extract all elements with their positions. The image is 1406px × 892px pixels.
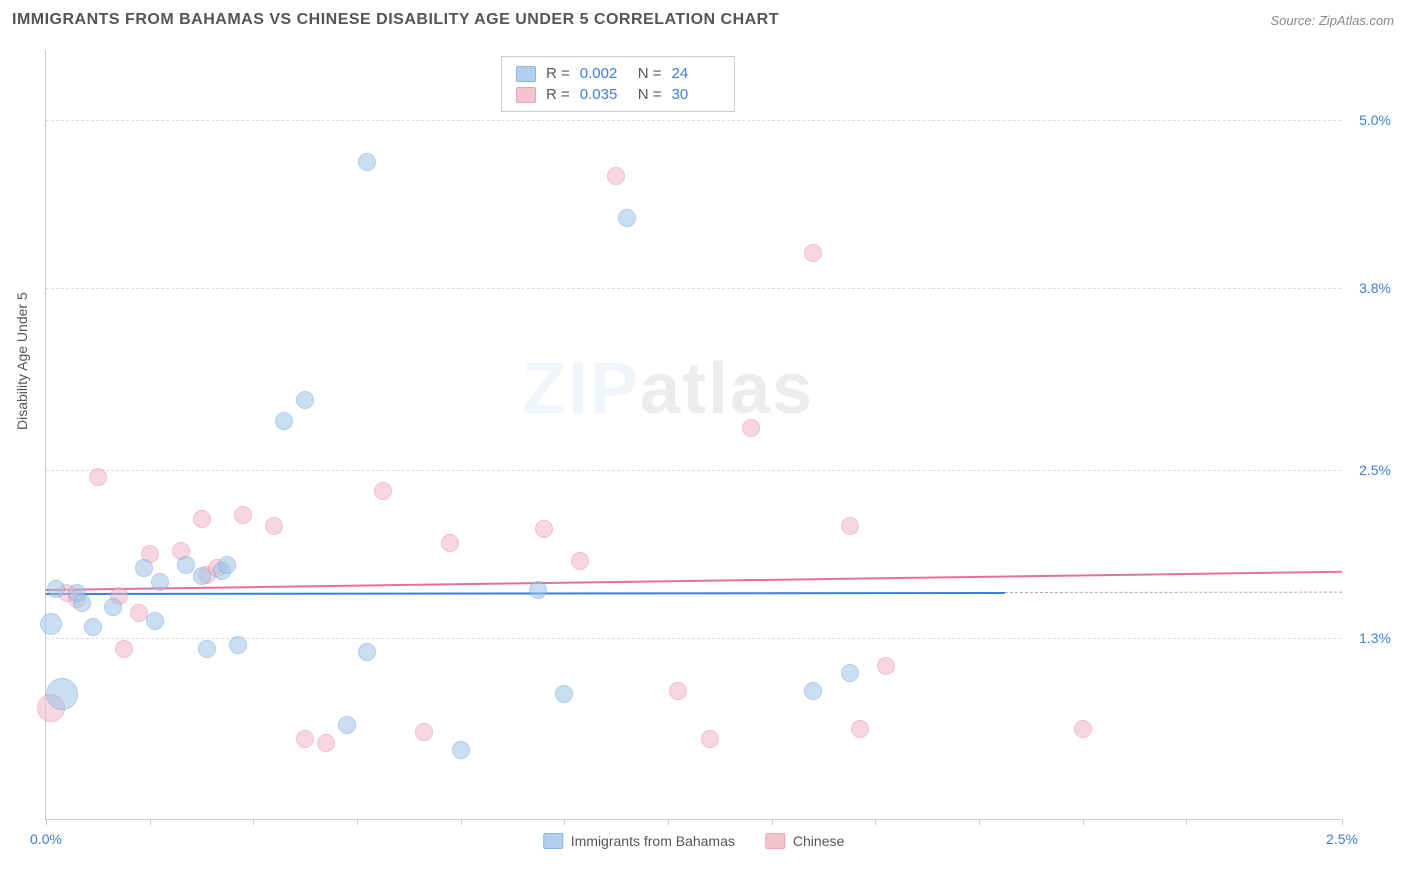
legend-stats-box: R = 0.002 N = 24 R = 0.035 N = 30	[501, 56, 735, 112]
data-point-bahamas	[40, 613, 62, 635]
r-value-chinese: 0.035	[580, 86, 628, 103]
gridline	[46, 120, 1341, 121]
x-tick-mark	[46, 819, 47, 825]
data-point-chinese	[669, 682, 687, 700]
gridline	[46, 470, 1341, 471]
watermark-text: ZIPatlas	[522, 348, 814, 430]
data-point-chinese	[234, 506, 252, 524]
data-point-chinese	[441, 534, 459, 552]
data-point-bahamas	[151, 573, 169, 591]
data-point-bahamas	[296, 391, 314, 409]
y-tick-label: 5.0%	[1347, 112, 1391, 128]
x-tick-mark	[668, 819, 669, 825]
x-tick-mark	[357, 819, 358, 825]
data-point-chinese	[742, 419, 760, 437]
data-point-chinese	[841, 517, 859, 535]
data-point-chinese	[607, 167, 625, 185]
data-point-chinese	[701, 730, 719, 748]
swatch-bahamas-icon	[543, 833, 563, 849]
data-point-chinese	[804, 244, 822, 262]
y-axis-label: Disability Age Under 5	[14, 292, 30, 430]
data-point-bahamas	[198, 640, 216, 658]
data-point-chinese	[571, 552, 589, 570]
data-point-bahamas	[452, 741, 470, 759]
data-point-bahamas	[218, 556, 236, 574]
x-tick-mark	[150, 819, 151, 825]
legend-item-bahamas: Immigrants from Bahamas	[543, 833, 735, 849]
data-point-bahamas	[804, 682, 822, 700]
data-point-chinese	[265, 517, 283, 535]
data-point-bahamas	[193, 567, 211, 585]
data-point-bahamas	[104, 598, 122, 616]
x-tick-mark	[772, 819, 773, 825]
data-point-bahamas	[358, 153, 376, 171]
data-point-bahamas	[47, 580, 65, 598]
x-tick-mark	[875, 819, 876, 825]
data-point-chinese	[851, 720, 869, 738]
data-point-chinese	[115, 640, 133, 658]
x-tick-mark	[253, 819, 254, 825]
x-tick-mark	[1083, 819, 1084, 825]
data-point-bahamas	[135, 559, 153, 577]
y-tick-label: 1.3%	[1347, 630, 1391, 646]
data-point-bahamas	[358, 643, 376, 661]
data-point-bahamas	[146, 612, 164, 630]
trend-line-dash	[1005, 592, 1342, 593]
data-point-bahamas	[555, 685, 573, 703]
data-point-chinese	[877, 657, 895, 675]
swatch-bahamas	[516, 66, 536, 82]
data-point-bahamas	[73, 594, 91, 612]
y-tick-label: 2.5%	[1347, 462, 1391, 478]
data-point-bahamas	[84, 618, 102, 636]
data-point-bahamas	[177, 556, 195, 574]
legend-bottom: Immigrants from Bahamas Chinese	[543, 833, 845, 849]
chart-title: IMMIGRANTS FROM BAHAMAS VS CHINESE DISAB…	[12, 11, 779, 29]
legend-row-bahamas: R = 0.002 N = 24	[516, 63, 720, 84]
data-point-chinese	[296, 730, 314, 748]
data-point-chinese	[1074, 720, 1092, 738]
data-point-chinese	[415, 723, 433, 741]
x-tick-mark	[1186, 819, 1187, 825]
data-point-bahamas	[841, 664, 859, 682]
chart-source: Source: ZipAtlas.com	[1270, 13, 1394, 28]
data-point-bahamas	[529, 581, 547, 599]
data-point-bahamas	[46, 678, 78, 710]
legend-label-bahamas: Immigrants from Bahamas	[571, 833, 735, 849]
data-point-bahamas	[275, 412, 293, 430]
x-tick-mark	[564, 819, 565, 825]
data-point-chinese	[374, 482, 392, 500]
gridline	[46, 288, 1341, 289]
trend-line	[46, 592, 1005, 595]
data-point-bahamas	[229, 636, 247, 654]
swatch-chinese	[516, 87, 536, 103]
data-point-chinese	[193, 510, 211, 528]
x-tick-label: 2.5%	[1326, 831, 1358, 847]
legend-row-chinese: R = 0.035 N = 30	[516, 84, 720, 105]
legend-item-chinese: Chinese	[765, 833, 844, 849]
n-value-chinese: 30	[672, 86, 720, 103]
data-point-chinese	[89, 468, 107, 486]
swatch-chinese-icon	[765, 833, 785, 849]
x-tick-mark	[461, 819, 462, 825]
y-tick-label: 3.8%	[1347, 280, 1391, 296]
data-point-bahamas	[338, 716, 356, 734]
n-value-bahamas: 24	[672, 65, 720, 82]
x-tick-label: 0.0%	[30, 831, 62, 847]
legend-label-chinese: Chinese	[793, 833, 844, 849]
trend-line	[46, 571, 1342, 591]
data-point-chinese	[535, 520, 553, 538]
x-tick-mark	[979, 819, 980, 825]
chart-header: IMMIGRANTS FROM BAHAMAS VS CHINESE DISAB…	[0, 0, 1406, 40]
data-point-chinese	[317, 734, 335, 752]
r-value-bahamas: 0.002	[580, 65, 628, 82]
x-tick-mark	[1342, 819, 1343, 825]
scatter-chart: ZIPatlas R = 0.002 N = 24 R = 0.035 N = …	[45, 50, 1341, 820]
data-point-bahamas	[618, 209, 636, 227]
